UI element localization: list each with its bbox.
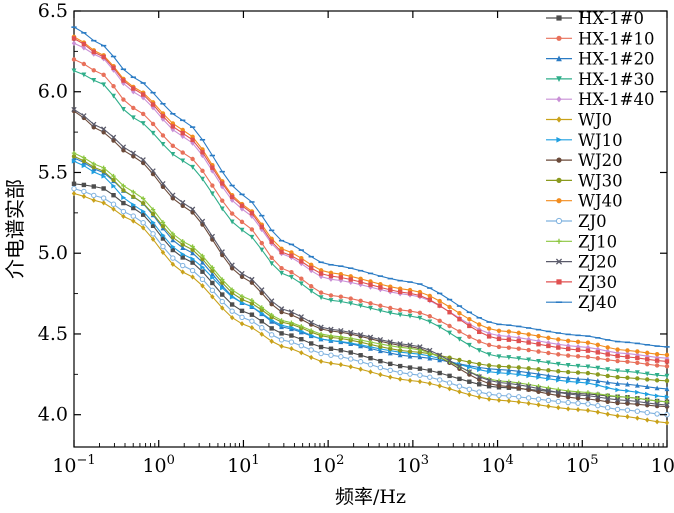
- series-markers: [71, 154, 670, 383]
- legend-item: WJ10: [546, 131, 623, 150]
- series-WJ10: [71, 158, 670, 400]
- legend-label: WJ20: [578, 151, 623, 170]
- series-layer: [71, 26, 670, 426]
- x-tick-label: 106: [651, 453, 674, 477]
- series-ZJ20: [71, 106, 670, 408]
- x-tick-label: 103: [397, 453, 429, 477]
- legend-item: ZJ30: [546, 273, 617, 292]
- series-ZJ10: [71, 150, 670, 404]
- series-HX-1#30: [71, 68, 670, 379]
- x-tick-label: 104: [481, 453, 513, 477]
- legend-label: WJ0: [578, 111, 612, 130]
- legend-label: ZJ20: [578, 253, 617, 272]
- y-axis-title: 介电谱实部: [3, 179, 27, 279]
- x-tick-label: 105: [566, 453, 598, 477]
- x-tick-label: 10−1: [52, 453, 95, 477]
- series-WJ30: [71, 154, 670, 383]
- legend-item: WJ20: [546, 151, 623, 170]
- legend-label: WJ40: [578, 192, 623, 211]
- series-markers: [71, 190, 670, 426]
- y-tick-label: 5.0: [38, 242, 68, 264]
- x-tick-label: 101: [227, 453, 259, 477]
- plot-border: [73, 10, 668, 448]
- y-tick-label: 4.0: [38, 404, 68, 426]
- legend-label: HX-1#30: [578, 70, 654, 89]
- legend-item: HX-1#0: [546, 9, 644, 28]
- legend-label: ZJ10: [578, 232, 617, 251]
- legend-item: WJ40: [546, 192, 623, 211]
- legend-item: ZJ20: [546, 253, 617, 272]
- legend-item: HX-1#40: [546, 90, 654, 109]
- series-ZJ30: [71, 36, 670, 364]
- legend-label: ZJ40: [578, 293, 617, 312]
- legend-label: ZJ30: [578, 273, 617, 292]
- axis-layer: 10−1 100 101 102 103 104 105 106 4.0 4.5 5.0 5.5 6.0…: [38, 0, 674, 477]
- legend-item: WJ0: [546, 111, 612, 130]
- y-tick-label: 6.0: [38, 81, 68, 103]
- plot-frame: [73, 10, 668, 448]
- series-markers: [71, 26, 670, 348]
- legend-item: HX-1#10: [546, 29, 654, 48]
- legend-item: ZJ10: [546, 232, 617, 251]
- series-WJ0: [71, 190, 670, 426]
- x-tick-label: 100: [142, 453, 174, 477]
- series-markers: [71, 68, 670, 379]
- legend-item: ZJ0: [546, 212, 607, 231]
- legend-label: HX-1#0: [578, 9, 644, 28]
- legend-item: WJ30: [546, 171, 623, 190]
- y-tick-label: 6.5: [38, 0, 68, 22]
- legend-label: ZJ0: [578, 212, 607, 231]
- legend-label: HX-1#20: [578, 50, 654, 69]
- legend-item: HX-1#30: [546, 70, 654, 89]
- legend-label: WJ30: [578, 171, 623, 190]
- series-markers: [71, 57, 670, 369]
- legend-item: HX-1#20: [546, 50, 654, 69]
- series-ZJ40: [71, 26, 670, 348]
- legend-label: WJ10: [578, 131, 623, 150]
- x-tick-label: 102: [312, 453, 344, 477]
- legend-label: HX-1#10: [578, 29, 654, 48]
- x-axis-title: 频率/Hz: [335, 486, 406, 508]
- y-tick-label: 4.5: [38, 323, 68, 345]
- series-HX-1#10: [71, 57, 670, 369]
- series-markers: [71, 106, 670, 408]
- legend-item: ZJ40: [546, 293, 617, 312]
- series-markers: [71, 158, 670, 400]
- series-markers: [71, 36, 670, 364]
- legend-label: HX-1#40: [578, 90, 654, 109]
- y-tick-label: 5.5: [38, 161, 68, 183]
